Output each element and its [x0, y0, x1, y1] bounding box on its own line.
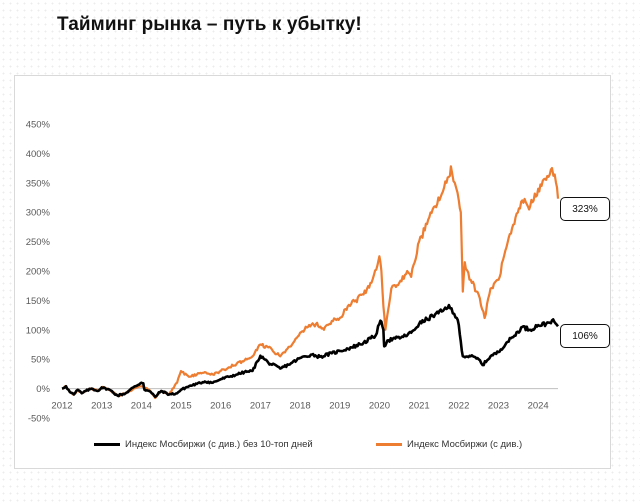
- legend-label-black: Индекс Мосбиржи (с див.) без 10-топ дней: [125, 439, 313, 450]
- x-tick-label: 2023: [488, 401, 509, 412]
- series-layer: [61, 165, 560, 400]
- orange-series-end-label: 323%: [560, 196, 610, 221]
- y-tick-label: 0%: [36, 384, 50, 395]
- x-tick-label: 2014: [131, 401, 152, 412]
- y-axis-ticks: 450% 400% 350% 300% 250% 200% 150% 100% 50% 0% -50…: [26, 120, 51, 425]
- x-tick-label: 2022: [448, 401, 469, 412]
- x-tick-label: 2016: [210, 401, 231, 412]
- y-tick-label: 350%: [26, 178, 51, 189]
- black-series-end-label: 106%: [560, 324, 610, 349]
- x-tick-label: 2012: [51, 401, 72, 412]
- y-tick-label: 100%: [26, 325, 51, 336]
- x-tick-label: 2021: [409, 401, 430, 412]
- legend-entry-orange: Индекс Мосбиржи (с див.): [376, 439, 522, 450]
- y-tick-label: 400%: [26, 149, 51, 160]
- y-tick-label: 50%: [31, 355, 51, 366]
- y-tick-label: -50%: [28, 414, 51, 425]
- y-tick-label: 300%: [26, 208, 51, 219]
- x-tick-label: 2015: [170, 401, 191, 412]
- x-tick-label: 2013: [91, 401, 112, 412]
- x-tick-label: 2019: [329, 401, 350, 412]
- x-tick-label: 2018: [290, 401, 311, 412]
- y-tick-label: 200%: [26, 267, 51, 278]
- x-axis-ticks: 2012 2013 2014 2015 2016 2017 2018 2019 2020 2021…: [51, 401, 548, 412]
- y-tick-label: 250%: [26, 237, 51, 248]
- y-tick-label: 450%: [26, 120, 51, 131]
- x-tick-label: 2024: [528, 401, 549, 412]
- legend-label-orange: Индекс Мосбиржи (с див.): [407, 439, 523, 450]
- legend-swatch-black: [94, 443, 120, 446]
- y-tick-label: 150%: [26, 296, 51, 307]
- legend-swatch-orange: [376, 443, 402, 446]
- x-tick-label: 2017: [250, 401, 271, 412]
- x-tick-label: 2020: [369, 401, 390, 412]
- chart-panel: [14, 75, 611, 469]
- page-title: Тайминг рынка – путь к убытку!: [57, 14, 362, 35]
- series-line-black: [61, 303, 560, 399]
- legend-entry-black: Индекс Мосбиржи (с див.) без 10-топ дней: [94, 439, 313, 450]
